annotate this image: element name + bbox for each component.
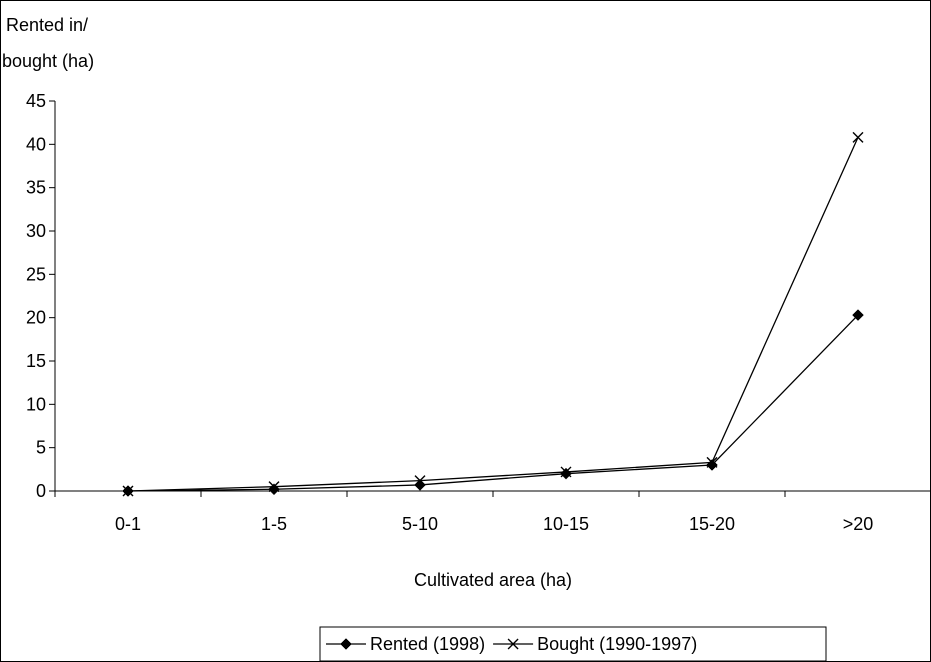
x-marker bbox=[706, 456, 718, 468]
x-tick-label: 5-10 bbox=[402, 514, 438, 534]
y-tick-label: 10 bbox=[26, 394, 46, 414]
x-tick-label: >20 bbox=[843, 514, 874, 534]
y-tick-label: 30 bbox=[26, 221, 46, 241]
legend-label: Bought (1990-1997) bbox=[537, 634, 697, 654]
x-marker bbox=[560, 466, 572, 478]
x-marker bbox=[414, 475, 426, 487]
diamond-marker bbox=[560, 467, 572, 480]
x-marker bbox=[852, 131, 864, 143]
diamond-marker bbox=[852, 309, 864, 321]
y-tick-label: 25 bbox=[26, 264, 46, 284]
x-marker bbox=[507, 638, 519, 650]
y-axis-title-line-2: bought (ha) bbox=[2, 51, 94, 71]
x-marker-stroke bbox=[414, 475, 426, 487]
y-tick-label: 35 bbox=[26, 178, 46, 198]
y-tick-label: 45 bbox=[26, 91, 46, 111]
series-line bbox=[127, 314, 859, 492]
x-tick-label: 1-5 bbox=[261, 514, 287, 534]
legend-label: Rented (1998) bbox=[370, 634, 485, 654]
x-marker-stroke bbox=[122, 485, 134, 497]
series-line bbox=[127, 137, 859, 492]
y-tick-label: 40 bbox=[26, 134, 46, 154]
y-tick-label: 0 bbox=[36, 481, 46, 501]
y-tick-label: 20 bbox=[26, 308, 46, 328]
x-marker-stroke bbox=[706, 456, 718, 468]
series-layer bbox=[122, 131, 864, 497]
series-2 bbox=[122, 131, 864, 497]
y-tick-label: 15 bbox=[26, 351, 46, 371]
legend-item-1: Rented (1998) bbox=[326, 634, 485, 654]
x-tick-label: 15-20 bbox=[689, 514, 735, 534]
x-tick-label: 10-15 bbox=[543, 514, 589, 534]
x-marker bbox=[268, 481, 280, 493]
y-axis-title-line-1: Rented in/ bbox=[6, 15, 88, 35]
x-marker-stroke bbox=[507, 638, 519, 650]
x-axis-title: Cultivated area (ha) bbox=[414, 570, 572, 590]
series-1 bbox=[122, 309, 864, 497]
legend-item-2: Bought (1990-1997) bbox=[493, 634, 697, 654]
x-marker-stroke bbox=[268, 481, 280, 493]
legend-box bbox=[319, 626, 827, 662]
legend: Rented (1998) Bought (1990-1997) bbox=[319, 626, 827, 662]
diamond-marker bbox=[340, 638, 352, 650]
x-axis: 0-1 1-5 5-10 10-15 15-20 >20 bbox=[54, 490, 931, 534]
x-marker-stroke bbox=[560, 466, 572, 478]
diamond-marker bbox=[414, 479, 426, 491]
y-axis: 0 5 10 15 20 25 30 35 40 45 bbox=[26, 91, 56, 501]
diamond-marker bbox=[268, 483, 280, 496]
x-tick-label: 0-1 bbox=[115, 514, 141, 534]
x-marker bbox=[122, 485, 134, 497]
x-marker-stroke bbox=[852, 131, 864, 143]
y-tick-label: 5 bbox=[36, 438, 46, 458]
